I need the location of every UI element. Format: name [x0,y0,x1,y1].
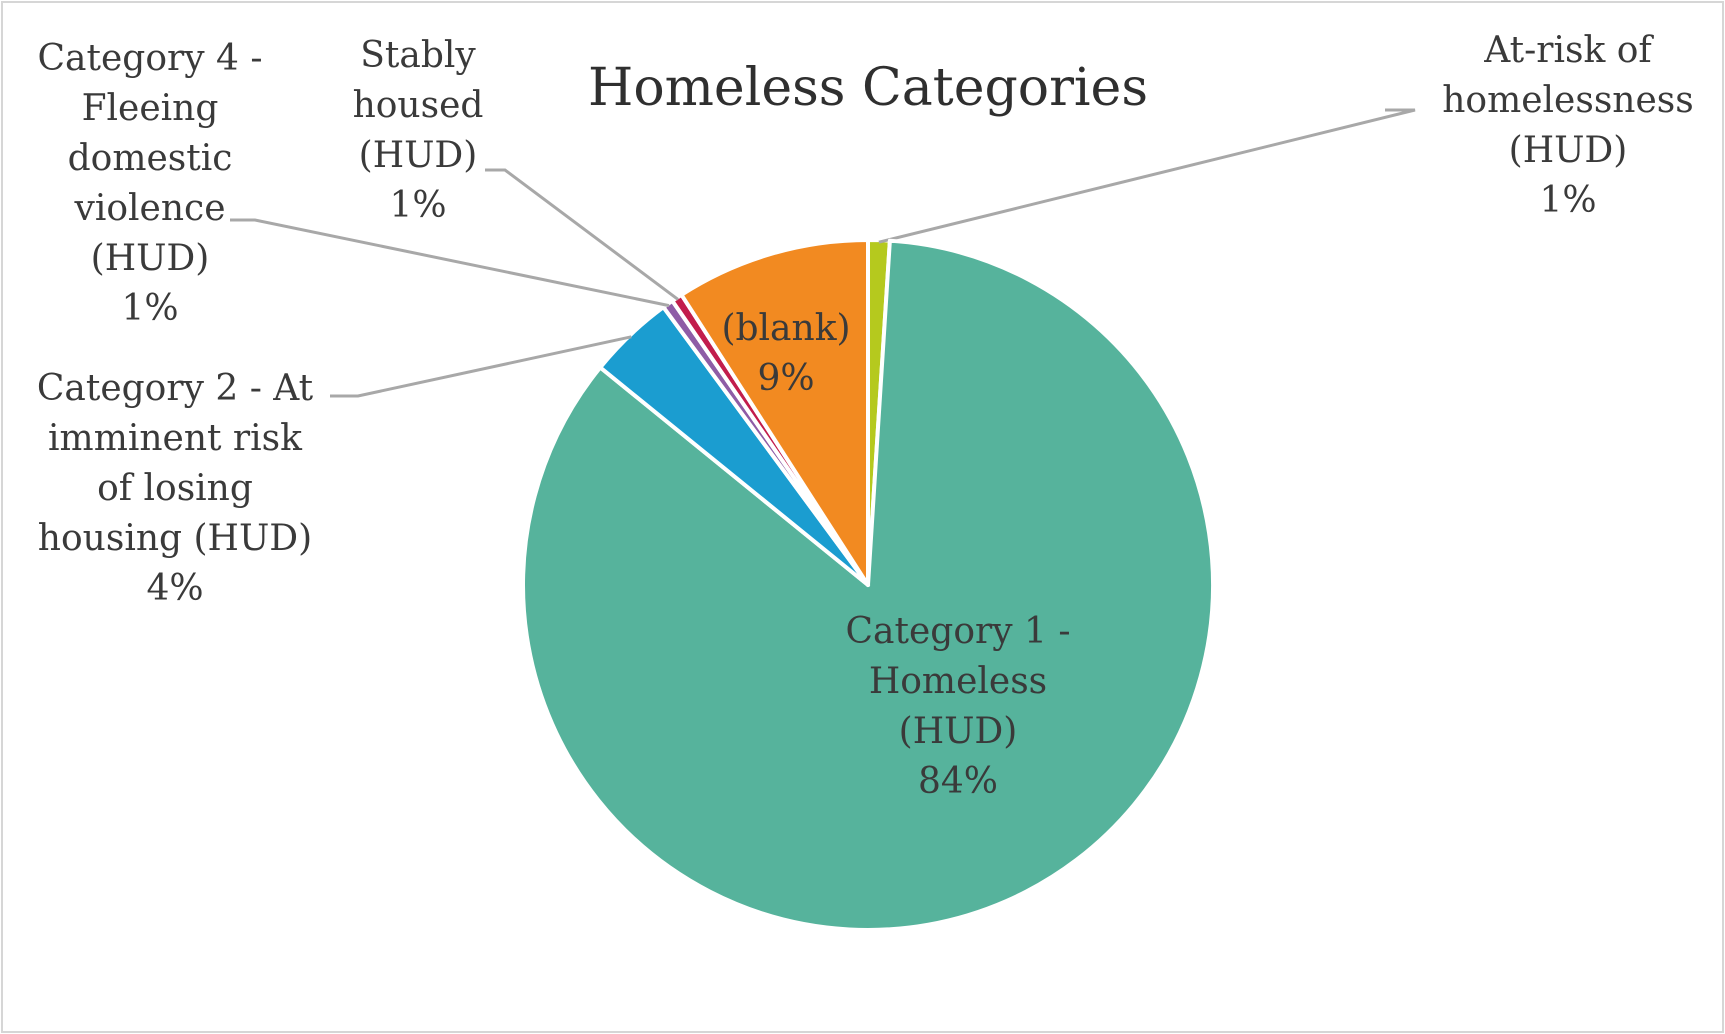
leader-line-2 [330,335,632,398]
slice-label-0: At-risk of homelessness (HUD) 1% [1442,30,1694,221]
chart-title: Homeless Categories [588,58,1148,118]
slice-label-3: Category 4 -Fleeing domestic violence (HUD)… [38,38,263,329]
leader-line-4 [485,168,679,301]
slice-label-5: (blank) 9% [721,308,850,399]
slice-label-2: Category 2 - At imminent risk of losing hou… [37,368,314,609]
pie-slice-5 [679,238,870,587]
leader-line-0 [878,108,1416,244]
slice-label-4: Stably housed (HUD) 1% [353,35,484,226]
leader-line-3 [230,218,670,308]
slice-label-1: Category 1 -Homeless (HUD) 84% [846,611,1071,802]
